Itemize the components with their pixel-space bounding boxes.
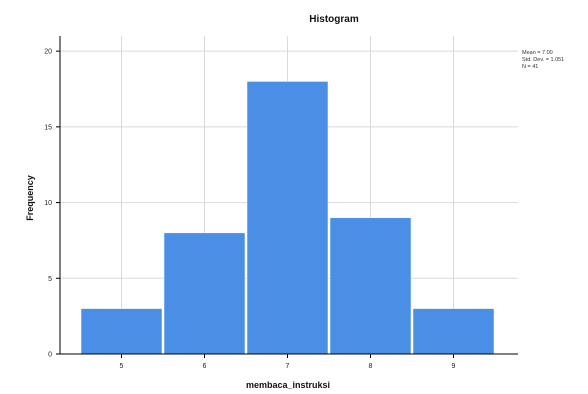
histogram-bar [412, 308, 495, 355]
x-ticks: 5 6 7 8 9 [120, 354, 456, 370]
bars [80, 81, 495, 355]
stats-n: N = 41 [522, 64, 538, 70]
histogram-bar [80, 308, 163, 355]
axes [59, 36, 518, 355]
y-tick-label: 20 [44, 49, 52, 56]
histogram-bar [246, 81, 329, 355]
x-tick-label: 7 [286, 363, 290, 370]
stats-mean: Mean = 7.00 [522, 50, 553, 56]
histogram-bar [163, 232, 246, 355]
y-axis-title: Frequency [25, 175, 35, 221]
x-tick-label: 5 [120, 363, 124, 370]
y-tick-label: 10 [44, 200, 52, 207]
histogram-bar [329, 217, 412, 355]
y-ticks: 0 5 10 15 20 [44, 49, 60, 359]
y-tick-label: 5 [48, 276, 52, 283]
y-tick-label: 0 [48, 352, 52, 359]
stats-std-dev: Std. Dev. = 1.051 [522, 57, 564, 63]
stats-box: Mean = 7.00 Std. Dev. = 1.051 N = 41 [522, 50, 564, 70]
x-tick-label: 9 [452, 363, 456, 370]
x-tick-label: 8 [369, 363, 373, 370]
x-tick-label: 6 [203, 363, 207, 370]
y-tick-label: 15 [44, 124, 52, 131]
x-axis-title: membaca_instruksi [246, 380, 330, 390]
chart-title: Histogram [309, 14, 359, 25]
